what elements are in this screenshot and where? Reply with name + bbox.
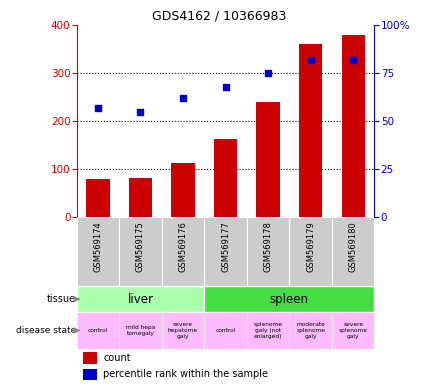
Text: GSM569175: GSM569175: [136, 222, 145, 272]
Bar: [83, 369, 98, 381]
Point: [307, 56, 314, 63]
Bar: [290, 217, 332, 286]
Bar: [86, 179, 110, 217]
Point: [265, 70, 272, 76]
Text: count: count: [103, 353, 131, 363]
Text: GDS4162 / 10366983: GDS4162 / 10366983: [152, 10, 286, 23]
Text: control: control: [88, 328, 108, 333]
Point: [95, 104, 102, 111]
Text: GSM569180: GSM569180: [349, 222, 358, 272]
Text: control: control: [215, 328, 236, 333]
Bar: [342, 35, 365, 217]
Point: [180, 95, 187, 101]
Text: GSM569178: GSM569178: [264, 222, 272, 272]
Point: [222, 83, 229, 89]
Bar: [256, 102, 280, 217]
Text: GSM569179: GSM569179: [306, 222, 315, 272]
Text: liver: liver: [127, 293, 153, 306]
Point: [350, 56, 357, 63]
Bar: [332, 217, 374, 286]
Bar: [299, 44, 322, 217]
Text: mild hepa
tomegaly: mild hepa tomegaly: [126, 325, 155, 336]
Text: GSM569176: GSM569176: [179, 222, 187, 272]
Bar: [247, 312, 290, 349]
Text: severe
hepatome
galy: severe hepatome galy: [168, 322, 198, 339]
Bar: [77, 312, 119, 349]
Bar: [77, 286, 204, 312]
Bar: [204, 286, 374, 312]
Text: disease state: disease state: [16, 326, 76, 335]
Text: spleen: spleen: [270, 293, 309, 306]
Bar: [214, 139, 237, 217]
Bar: [77, 217, 119, 286]
Text: moderate
splenome
galy: moderate splenome galy: [296, 322, 325, 339]
Bar: [83, 353, 98, 364]
Bar: [162, 312, 204, 349]
Text: GSM569174: GSM569174: [93, 222, 102, 272]
Bar: [204, 312, 247, 349]
Text: percentile rank within the sample: percentile rank within the sample: [103, 369, 268, 379]
Bar: [290, 312, 332, 349]
Text: splenome
galy (not
enlarged): splenome galy (not enlarged): [254, 322, 283, 339]
Text: severe
splenome
galy: severe splenome galy: [339, 322, 368, 339]
Point: [137, 108, 144, 114]
Bar: [162, 217, 204, 286]
Bar: [119, 312, 162, 349]
Bar: [332, 312, 374, 349]
Bar: [129, 178, 152, 217]
Bar: [247, 217, 290, 286]
Bar: [119, 217, 162, 286]
Bar: [171, 164, 195, 217]
Text: tissue: tissue: [47, 294, 76, 304]
Bar: [204, 217, 247, 286]
Text: GSM569177: GSM569177: [221, 222, 230, 272]
